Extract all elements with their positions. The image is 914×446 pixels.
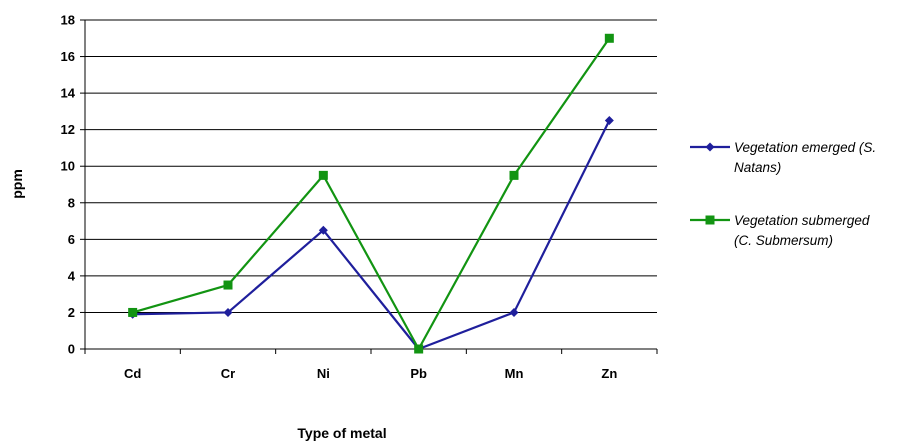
gridlines bbox=[85, 19, 657, 313]
y-tick-label: 6 bbox=[68, 232, 75, 247]
data-point bbox=[128, 307, 138, 317]
series-line bbox=[132, 37, 611, 351]
x-tick-label: Mn bbox=[505, 366, 524, 381]
legend-label: Natans) bbox=[734, 160, 781, 175]
data-point bbox=[318, 225, 328, 235]
legend-entry: Vegetation submerged (C. Submersum) bbox=[690, 213, 870, 248]
x-axis-title: Type of metal bbox=[297, 425, 386, 441]
y-tick-label: 8 bbox=[68, 195, 75, 210]
y-tick-label: 10 bbox=[61, 159, 75, 174]
x-tick-label: Cr bbox=[221, 366, 235, 381]
data-point bbox=[223, 280, 233, 290]
data-point bbox=[604, 33, 614, 43]
legend-marker bbox=[705, 215, 715, 225]
legend-label: Vegetation submerged bbox=[734, 213, 870, 228]
x-tick-label: Cd bbox=[124, 366, 141, 381]
y-tick-label: 4 bbox=[68, 268, 76, 283]
x-tick-label: Ni bbox=[317, 366, 330, 381]
legend-entry: Vegetation emerged (S. Natans) bbox=[690, 140, 876, 175]
data-point bbox=[509, 307, 519, 317]
x-tick-label: Pb bbox=[410, 366, 427, 381]
y-axis-title: ppm bbox=[9, 169, 25, 199]
legend-marker bbox=[705, 142, 715, 152]
x-axis-ticks: Cd Cr Ni Pb Mn Zn bbox=[84, 349, 658, 381]
y-tick-label: 16 bbox=[61, 49, 75, 64]
data-point bbox=[223, 307, 233, 317]
series-emerged bbox=[128, 116, 614, 354]
data-point bbox=[318, 170, 328, 180]
y-axis-ticks: 0 2 4 6 8 10 12 14 16 18 bbox=[61, 13, 85, 357]
x-tick-label: Zn bbox=[601, 366, 617, 381]
y-tick-label: 14 bbox=[61, 86, 76, 101]
legend-label: Vegetation emerged (S. bbox=[734, 140, 876, 155]
y-tick-label: 0 bbox=[68, 342, 75, 357]
legend: Vegetation emerged (S.Natans)Vegetation … bbox=[690, 140, 876, 248]
y-tick-label: 2 bbox=[68, 305, 75, 320]
y-tick-label: 18 bbox=[61, 13, 75, 28]
data-point bbox=[604, 116, 614, 126]
series-layer bbox=[128, 33, 614, 354]
axes bbox=[84, 20, 657, 350]
y-tick-label: 12 bbox=[61, 122, 75, 137]
legend-label: (C. Submersum) bbox=[734, 233, 833, 248]
data-point bbox=[414, 344, 424, 354]
series-line bbox=[132, 120, 611, 351]
data-point bbox=[509, 170, 519, 180]
series-submerged bbox=[128, 33, 614, 354]
